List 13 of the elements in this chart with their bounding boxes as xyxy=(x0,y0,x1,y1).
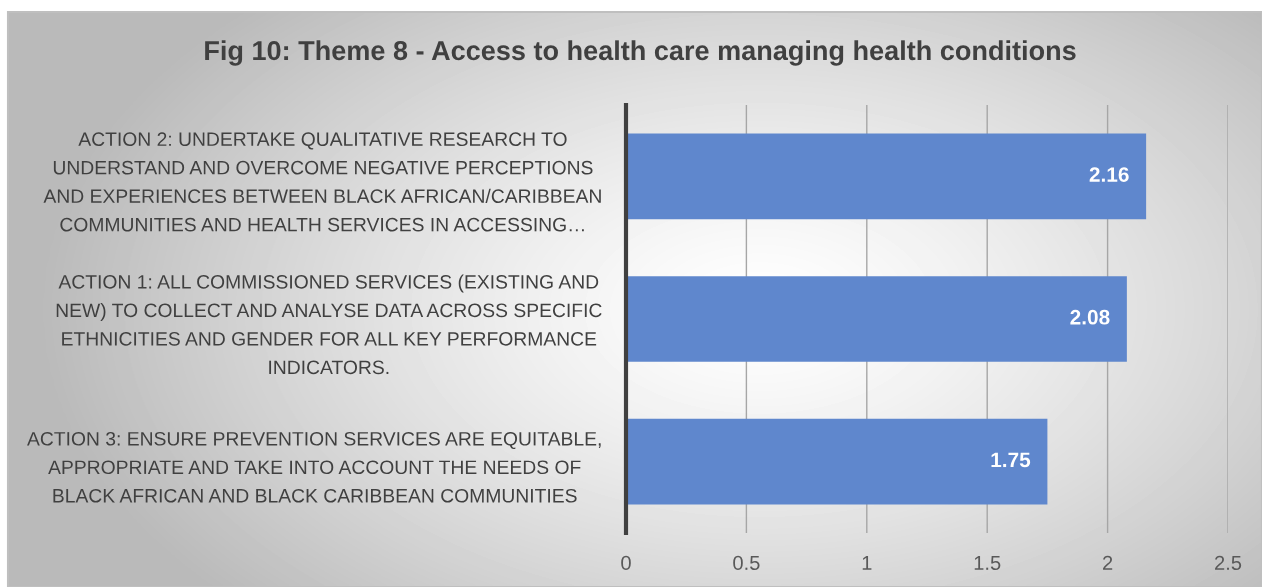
x-tick-label: 1 xyxy=(862,555,872,570)
x-tick-label: 2.5 xyxy=(1215,555,1242,571)
data-label: 1.75 xyxy=(991,452,1031,468)
y-tick-label: ACTION 3: ENSURE PREVENTION SERVICES ARE EQUITABLE, APPROPRIATE AND TAKE INTO ACCOUNT THE NEEDS OF BLACK AFRICAN AND BLACK CARIBBEAN COMMUNITIES xyxy=(27,431,601,503)
data-label: 2.08 xyxy=(1070,309,1110,325)
data-label: 2.16 xyxy=(1089,167,1129,182)
y-tick-label: ACTION 2: UNDERTAKE QUALITATIVE RESEARCH TO UNDERSTAND AND OVERCOME NEGATIVE PERCEPTIONS AND EXPERIENCES BETWEEN BLACK AFRICAN/CARIBBEAN COMMUNITIES AND HEALTH SERVICES IN ACCESSING… xyxy=(43,132,601,232)
x-tick-label: 1.5 xyxy=(974,555,1001,571)
chart-title: Fig 10: Theme 8 - Access to health care managing health conditions xyxy=(205,40,1076,66)
y-tick-label: ACTION 1: ALL COMMISSIONED SERVICES (EXISTING AND NEW) TO COLLECT AND ANALYSE DATA ACROSS SPECIFIC ETHNICITIES AND GENDER FOR ALL KEY PERFORMANCE INDICATORS. xyxy=(56,274,602,375)
x-tick-label: 0.5 xyxy=(733,555,760,571)
x-tick-label: 2 xyxy=(1103,555,1113,570)
x-tick-label: 0 xyxy=(621,555,631,571)
